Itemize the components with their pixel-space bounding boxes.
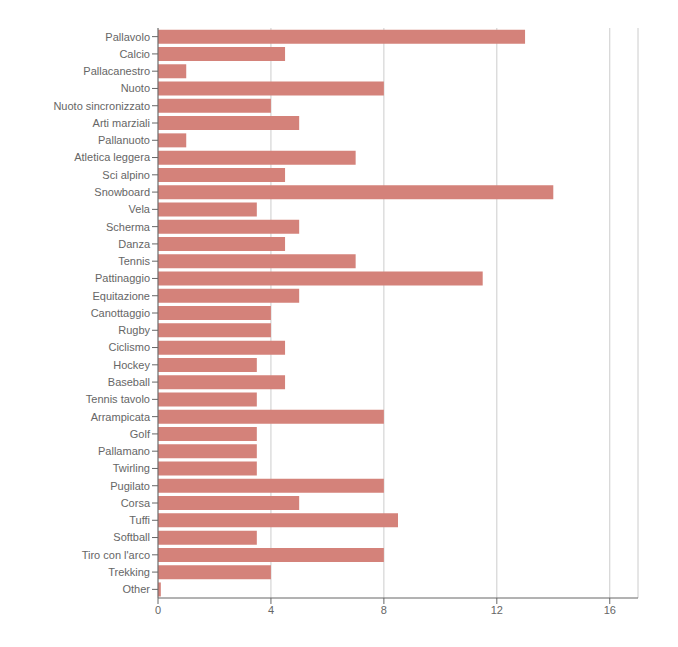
svg-text:Pallacanestro: Pallacanestro bbox=[83, 65, 150, 77]
svg-text:Vela: Vela bbox=[129, 203, 151, 215]
svg-text:Golf: Golf bbox=[130, 428, 151, 440]
svg-text:Danza: Danza bbox=[118, 238, 151, 250]
svg-text:Tennis tavolo: Tennis tavolo bbox=[86, 393, 150, 405]
svg-text:Equitazione: Equitazione bbox=[93, 290, 151, 302]
svg-text:0: 0 bbox=[155, 604, 161, 616]
svg-text:Rugby: Rugby bbox=[118, 324, 150, 336]
svg-text:Arti marziali: Arti marziali bbox=[93, 117, 150, 129]
svg-text:Pallanuoto: Pallanuoto bbox=[98, 134, 150, 146]
svg-text:Pattinaggio: Pattinaggio bbox=[95, 272, 150, 284]
svg-text:12: 12 bbox=[491, 604, 503, 616]
svg-text:Hockey: Hockey bbox=[113, 359, 150, 371]
svg-text:Other: Other bbox=[122, 583, 150, 595]
svg-text:Sci alpino: Sci alpino bbox=[102, 169, 150, 181]
svg-text:Ciclismo: Ciclismo bbox=[108, 341, 150, 353]
svg-text:8: 8 bbox=[381, 604, 387, 616]
svg-text:Pugilato: Pugilato bbox=[110, 480, 150, 492]
svg-text:Snowboard: Snowboard bbox=[94, 186, 150, 198]
svg-text:Arrampicata: Arrampicata bbox=[91, 411, 151, 423]
svg-text:Pallavolo: Pallavolo bbox=[105, 31, 150, 43]
svg-text:Tiro con l'arco: Tiro con l'arco bbox=[82, 549, 150, 561]
svg-text:Nuoto sincronizzato: Nuoto sincronizzato bbox=[53, 100, 150, 112]
svg-text:Corsa: Corsa bbox=[121, 497, 151, 509]
svg-text:4: 4 bbox=[268, 604, 274, 616]
svg-text:16: 16 bbox=[604, 604, 616, 616]
svg-text:Baseball: Baseball bbox=[108, 376, 150, 388]
svg-text:Calcio: Calcio bbox=[119, 48, 150, 60]
svg-text:Tennis: Tennis bbox=[118, 255, 150, 267]
svg-text:Tuffi: Tuffi bbox=[129, 514, 150, 526]
svg-text:Canottaggio: Canottaggio bbox=[91, 307, 150, 319]
svg-text:Nuoto: Nuoto bbox=[121, 82, 150, 94]
svg-text:Trekking: Trekking bbox=[108, 566, 150, 578]
svg-text:Twirling: Twirling bbox=[113, 462, 150, 474]
svg-text:Scherma: Scherma bbox=[106, 221, 151, 233]
svg-text:Atletica leggera: Atletica leggera bbox=[74, 151, 151, 163]
svg-text:Softball: Softball bbox=[113, 531, 150, 543]
svg-text:Pallamano: Pallamano bbox=[98, 445, 150, 457]
